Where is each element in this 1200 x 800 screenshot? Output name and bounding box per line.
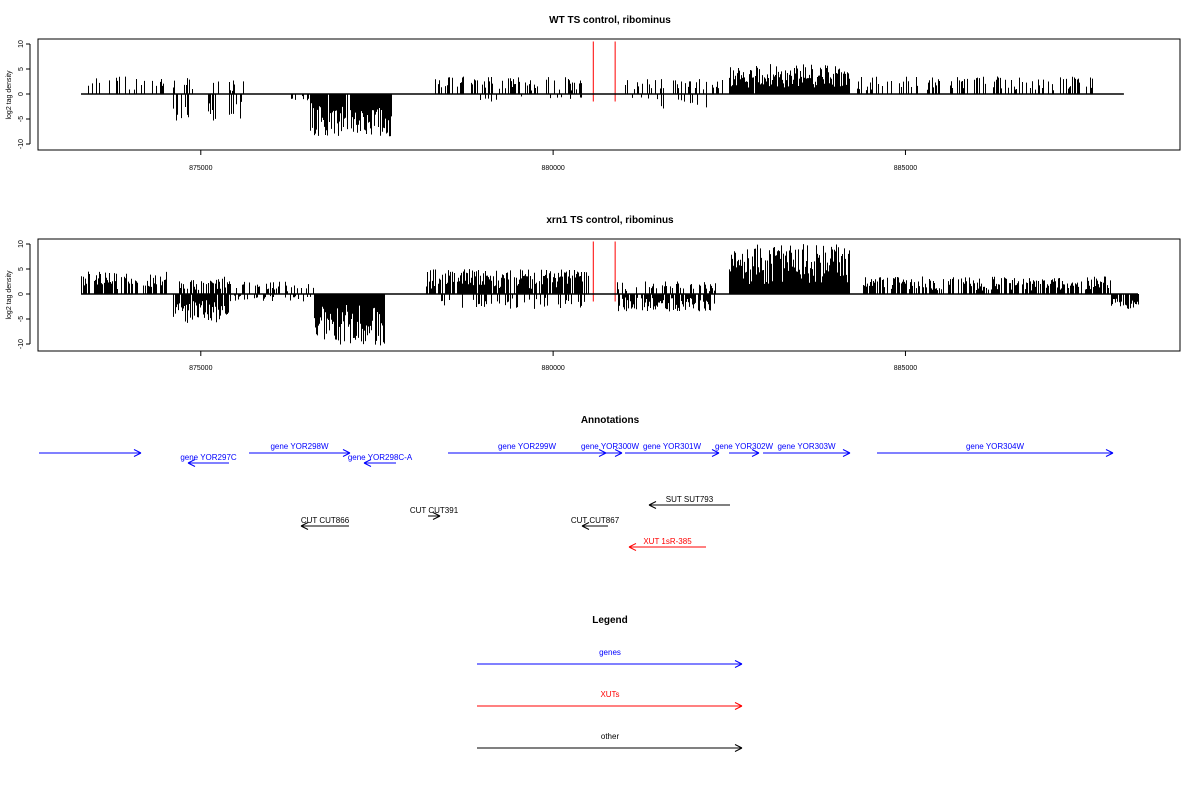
legend-arrow xyxy=(477,702,743,710)
legend-arrow xyxy=(477,660,743,668)
wt-y-axis: 10 5 0 -5 -10 xyxy=(18,40,31,149)
feature-arrow xyxy=(628,543,706,551)
xrn1-track-panel: xrn1 TS control, ribominus log2 tag dens… xyxy=(6,215,1181,372)
y-tick-label: 0 xyxy=(18,92,25,96)
feature-label: gene YOR304W xyxy=(966,442,1025,451)
wt-track-title: WT TS control, ribominus xyxy=(549,15,671,26)
feature-label: gene YOR303W xyxy=(777,442,836,451)
feature-label: gene YOR297C xyxy=(180,453,237,462)
y-tick-label: -5 xyxy=(18,116,25,122)
feature-arrow xyxy=(249,449,351,457)
wt-bars xyxy=(88,64,1093,137)
wt-markers xyxy=(592,41,616,102)
feature-arrow xyxy=(598,449,623,457)
xrn1-bars xyxy=(81,244,1139,346)
feature-label: gene YOR298C-A xyxy=(348,453,413,462)
y-tick-label: 5 xyxy=(18,67,25,71)
feature-arrow xyxy=(763,449,851,457)
feature-label: gene YOR302W xyxy=(715,442,774,451)
xrn1-y-axis-label: log2 tag density xyxy=(6,270,13,320)
annotation-features: gene YOR297C gene YOR298W gene YOR298C-A ge… xyxy=(39,442,1114,551)
x-tick-label: 875000 xyxy=(189,365,212,372)
feature-label: gene YOR301W xyxy=(643,442,702,451)
wt-track-panel: WT TS control, ribominus log2 tag densit… xyxy=(6,15,1181,172)
feature-label: CUT CUT391 xyxy=(410,506,459,515)
feature-label: SUT SUT793 xyxy=(666,495,714,504)
feature-arrow xyxy=(877,449,1114,457)
y-tick-label: -5 xyxy=(18,316,25,322)
y-tick-label: -10 xyxy=(18,339,25,349)
xrn1-y-axis: 10 5 0 -5 -10 xyxy=(18,240,31,349)
x-tick-label: 885000 xyxy=(894,165,917,172)
feature-arrow xyxy=(729,449,760,457)
feature-label: gene YOR298W xyxy=(270,442,329,451)
x-tick-label: 885000 xyxy=(894,365,917,372)
xrn1-markers xyxy=(592,241,616,302)
legend-label: XUTs xyxy=(600,690,619,699)
y-tick-label: 5 xyxy=(18,267,25,271)
xrn1-plot-frame xyxy=(37,238,1181,352)
x-tick-label: 880000 xyxy=(541,365,564,372)
feature-arrow xyxy=(39,449,142,457)
xrn1-x-axis: 875000 880000 885000 xyxy=(189,351,917,372)
y-tick-label: 0 xyxy=(18,292,25,296)
feature-arrow xyxy=(448,449,607,457)
feature-label: CUT CUT867 xyxy=(571,516,620,525)
y-tick-label: -10 xyxy=(18,139,25,149)
feature-arrow xyxy=(581,522,608,530)
annotations-title: Annotations xyxy=(581,415,640,426)
legend-label: genes xyxy=(599,648,621,657)
legend-label: other xyxy=(601,732,620,741)
feature-label: XUT 1sR-385 xyxy=(643,537,692,546)
wt-y-axis-label: log2 tag density xyxy=(6,70,13,120)
y-tick-label: 10 xyxy=(18,240,25,248)
x-tick-label: 880000 xyxy=(541,165,564,172)
wt-x-axis: 875000 880000 885000 xyxy=(189,150,917,172)
feature-arrow xyxy=(428,512,441,520)
feature-arrow xyxy=(300,522,349,530)
legend-arrow xyxy=(477,744,743,752)
feature-arrow xyxy=(625,449,720,457)
y-tick-label: 10 xyxy=(18,40,25,48)
wt-plot-frame xyxy=(37,38,1181,151)
x-tick-label: 875000 xyxy=(189,165,212,172)
feature-arrow xyxy=(363,459,396,467)
feature-label: CUT CUT866 xyxy=(301,516,350,525)
feature-arrow xyxy=(187,459,229,467)
feature-label: gene YOR300W xyxy=(581,442,640,451)
feature-arrow xyxy=(648,501,730,509)
legend-title: Legend xyxy=(592,615,628,626)
xrn1-track-title: xrn1 TS control, ribominus xyxy=(546,215,674,226)
legend: genes XUTs other xyxy=(477,648,743,752)
feature-label: gene YOR299W xyxy=(498,442,557,451)
